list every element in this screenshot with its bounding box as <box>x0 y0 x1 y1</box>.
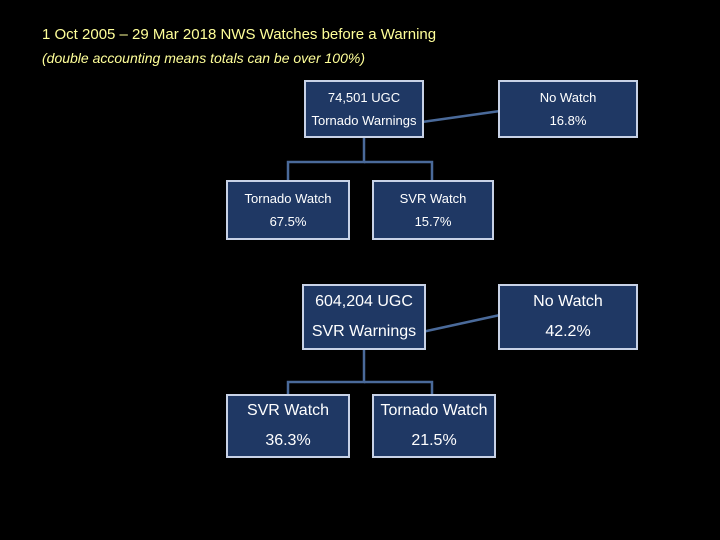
svr-warnings-root-box: 604,204 UGC SVR Warnings <box>302 284 426 350</box>
tornado-svr-watch-box: SVR Watch 15.7% <box>372 180 494 240</box>
slide-subtitle: (double accounting means totals can be o… <box>42 50 365 66</box>
tornado-warnings-count: 74,501 UGC <box>327 90 401 105</box>
tornado-no-watch-value: 16.8% <box>549 113 587 128</box>
svr-svr-watch-label: SVR Watch <box>246 402 330 419</box>
svr-tornado-watch-value: 21.5% <box>411 432 457 449</box>
svr-no-watch-box: No Watch 42.2% <box>498 284 638 350</box>
tornado-tornado-watch-box: Tornado Watch 67.5% <box>226 180 350 240</box>
tornado-svr-watch-label: SVR Watch <box>399 191 467 206</box>
tornado-warnings-root-box: 74,501 UGC Tornado Warnings <box>304 80 424 138</box>
slide-title: 1 Oct 2005 – 29 Mar 2018 NWS Watches bef… <box>42 26 437 43</box>
connector-tornado-root-to-svr <box>364 160 434 180</box>
connector-svr-root-to-children <box>286 350 366 394</box>
tornado-no-watch-label: No Watch <box>539 90 597 105</box>
connector-tornado-root-to-children <box>286 138 366 180</box>
svr-svr-watch-box: SVR Watch 36.3% <box>226 394 350 458</box>
tornado-tornado-watch-value: 67.5% <box>269 214 307 229</box>
connector-svr-root-to-tornado <box>364 380 434 394</box>
svr-no-watch-value: 42.2% <box>545 323 591 340</box>
tornado-tornado-watch-label: Tornado Watch <box>244 191 332 206</box>
tornado-no-watch-box: No Watch 16.8% <box>498 80 638 138</box>
svr-tornado-watch-label: Tornado Watch <box>380 402 488 419</box>
tornado-svr-watch-value: 15.7% <box>414 214 452 229</box>
svr-tornado-watch-box: Tornado Watch 21.5% <box>372 394 496 458</box>
connector-tornado-root-to-no-watch <box>421 109 501 124</box>
svr-warnings-label: SVR Warnings <box>311 323 417 340</box>
svr-no-watch-label: No Watch <box>533 293 603 310</box>
svr-svr-watch-value: 36.3% <box>265 432 311 449</box>
connector-svr-root-to-no-watch <box>421 313 501 334</box>
tornado-warnings-label: Tornado Warnings <box>311 113 417 128</box>
svr-warnings-count: 604,204 UGC <box>315 293 413 310</box>
